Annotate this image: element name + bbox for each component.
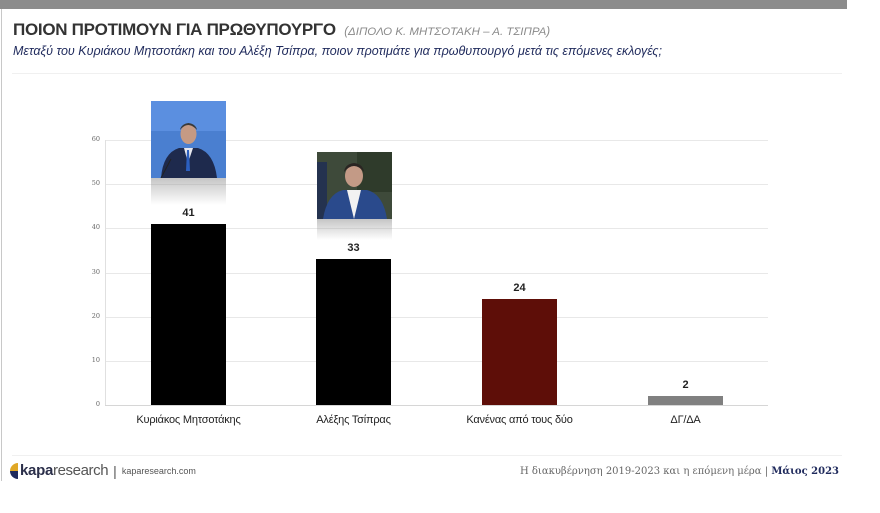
portrait-image — [317, 152, 392, 219]
logo-text-kapa: kapa — [20, 462, 53, 479]
y-tick-label: 60 — [91, 135, 100, 143]
x-category-label: Κυριάκος Μητσοτάκης — [136, 414, 241, 426]
page-title: ΠΟΙΟΝ ΠΡΟΤΙΜΟΥΝ ΓΙΑ ΠΡΩΘΥΠΟΥΡΓΟ — [13, 20, 336, 39]
y-tick-label: 20 — [91, 312, 100, 320]
kaparesearch-logo[interactable]: kapa research | kaparesearch.com — [10, 462, 196, 479]
top-accent-bar — [0, 0, 847, 9]
y-axis-line — [105, 140, 106, 406]
gridline — [105, 273, 768, 274]
bar — [316, 259, 391, 405]
y-tick-label: 0 — [95, 400, 100, 408]
x-category-label: Κανένας από τους δύο — [466, 414, 573, 426]
page-subtitle: (ΔΙΠΟΛΟ Κ. ΜΗΤΣΟΤΑΚΗ – Α. ΤΣΙΠΡΑ) — [344, 26, 551, 38]
logo-separator: | — [113, 462, 117, 479]
survey-question: Μεταξύ του Κυριάκου Μητσοτάκη και του Αλ… — [13, 44, 662, 58]
y-tick-label: 50 — [91, 179, 100, 187]
logo-mark-icon — [10, 462, 18, 479]
bar-value-label: 41 — [182, 207, 195, 219]
bar — [482, 299, 557, 405]
bar-value-label: 24 — [513, 282, 526, 294]
y-tick-label: 30 — [91, 268, 100, 276]
left-border-line — [1, 9, 2, 481]
y-tick-label: 10 — [91, 356, 100, 364]
header-divider — [12, 73, 842, 74]
bar — [648, 396, 723, 405]
gridline — [105, 228, 768, 229]
photo-reflection — [317, 219, 392, 240]
y-tick-label: 40 — [91, 223, 100, 231]
logo-text-research: research — [53, 462, 109, 479]
x-category-label: Αλέξης Τσίπρας — [316, 414, 391, 426]
bar — [151, 224, 226, 405]
gridline — [105, 317, 768, 318]
website-link[interactable]: kaparesearch.com — [121, 465, 196, 476]
footer-pipe: | — [764, 466, 769, 477]
gridline — [105, 184, 768, 185]
x-axis-line — [105, 405, 768, 406]
portrait-image — [151, 101, 226, 178]
survey-title: Η διακυβέρνηση 2019-2023 και η επόμενη μ… — [519, 466, 762, 477]
mitsotakis-photo — [151, 101, 226, 205]
gridline — [105, 361, 768, 362]
bar-value-label: 33 — [347, 242, 360, 254]
x-category-label: ΔΓ/ΔΑ — [670, 414, 701, 426]
gridline — [105, 140, 768, 141]
header: ΠΟΙΟΝ ΠΡΟΤΙΜΟΥΝ ΓΙΑ ΠΡΩΘΥΠΟΥΡΓΟ (ΔΙΠΟΛΟ … — [13, 20, 550, 40]
footer-survey-info: Η διακυβέρνηση 2019-2023 και η επόμενη μ… — [520, 466, 839, 477]
tsipras-photo — [317, 152, 392, 240]
photo-reflection — [151, 178, 226, 205]
survey-date: Μάιος 2023 — [771, 466, 839, 477]
bar-value-label: 2 — [682, 379, 689, 391]
footer-divider — [12, 455, 842, 456]
